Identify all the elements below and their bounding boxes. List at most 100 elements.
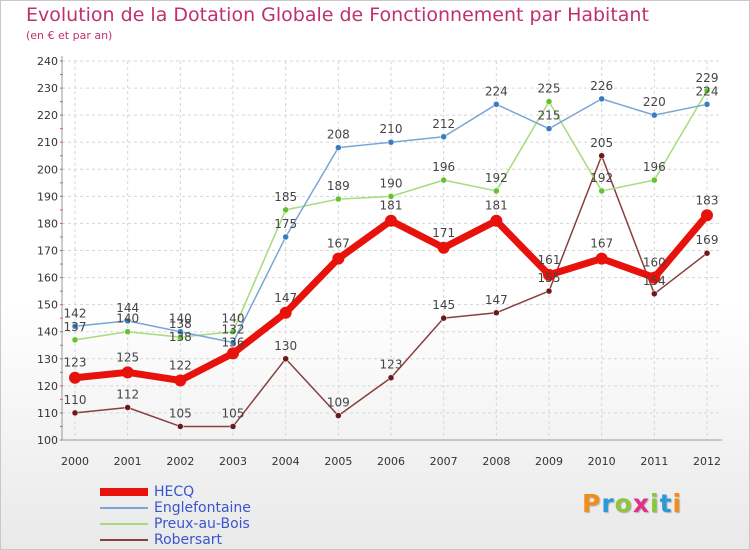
y-tick-label: 210 [37,136,58,149]
data-point-preux-au-bois [71,336,79,344]
data-point-hecq [121,366,134,379]
data-point-hecq [332,252,345,265]
data-point-preux-au-bois [229,328,237,335]
data-label: 123 [64,356,87,370]
logo-letter: t [659,489,673,518]
data-point-hecq [701,209,713,222]
logo-letter: i [672,489,683,518]
data-point-hecq [490,214,503,227]
y-tick-label: 140 [37,326,58,339]
data-point-preux-au-bois [703,87,711,95]
data-point-robersart [598,152,605,159]
data-point-robersart [335,412,342,419]
data-label: 154 [643,274,666,288]
data-label: 196 [432,160,455,174]
data-label: 125 [116,350,139,364]
data-label: 144 [116,301,139,315]
data-point-englefontaine [703,101,711,108]
x-tick-label: 2004 [272,455,300,468]
x-tick-label: 2012 [693,455,721,468]
data-label: 142 [64,306,87,320]
legend-label-englefontaine: Englefontaine [154,500,251,516]
x-tick-label: 2000 [61,455,89,468]
data-point-robersart [124,404,131,411]
data-label: 181 [380,199,403,213]
data-point-preux-au-bois [598,187,605,195]
legend-label-hecq: HECQ [154,484,195,500]
legend-swatch-hecq [100,488,148,496]
y-tick-label: 100 [37,434,58,447]
data-point-hecq [437,241,450,254]
y-tick-label: 190 [37,190,58,203]
data-label: 189 [327,179,350,193]
data-label: 171 [432,226,455,240]
logo-letter: x [632,489,650,518]
data-label: 169 [696,233,719,247]
x-tick-label: 2007 [430,455,458,468]
data-label: 208 [327,128,350,142]
data-label: 140 [222,312,245,326]
data-point-englefontaine [598,95,605,103]
chart-subtitle: (en € et par an) [26,29,113,42]
x-tick-label: 2006 [377,455,405,468]
data-point-hecq [279,306,292,319]
data-label: 229 [696,71,719,85]
y-tick-label: 130 [37,353,58,366]
data-point-robersart [651,290,658,298]
data-label: 167 [327,237,350,251]
data-label: 160 [643,256,666,270]
data-label: 175 [274,217,297,231]
data-label: 147 [485,293,508,307]
data-label: 192 [485,171,508,185]
data-point-preux-au-bois [124,328,131,335]
data-label: 183 [696,193,719,207]
y-tick-label: 220 [37,109,58,122]
data-label: 105 [169,406,192,420]
chart-title: Evolution de la Dotation Globale de Fonc… [26,4,649,26]
logo-letter: r [601,489,615,518]
x-tick-label: 2008 [482,455,510,468]
data-label: 224 [485,84,508,98]
data-point-hecq [543,268,555,281]
data-point-englefontaine [440,133,447,141]
x-tick-label: 2003 [219,455,247,468]
data-point-hecq [69,371,81,384]
data-point-englefontaine [493,101,500,108]
data-point-preux-au-bois [493,187,500,195]
data-label: 122 [169,358,192,372]
data-point-englefontaine [71,323,79,330]
data-point-preux-au-bois [440,176,447,184]
data-point-englefontaine [651,111,658,119]
data-label: 140 [116,312,139,326]
data-point-hecq [385,214,397,227]
legend-label-preux-au-bois: Preux-au-Bois [154,516,250,532]
data-point-robersart [493,309,500,317]
data-label: 155 [538,271,561,285]
data-label: 110 [64,393,87,407]
data-label: 185 [274,190,297,204]
data-label: 109 [327,396,350,410]
y-tick-label: 160 [37,272,58,285]
y-tick-label: 200 [37,163,58,176]
data-label: 210 [380,122,403,136]
x-tick-label: 2005 [324,455,352,468]
y-tick-label: 180 [37,217,58,230]
data-point-englefontaine [124,317,131,325]
proxiti-logo: Proxiti [582,489,682,518]
data-point-preux-au-bois [387,193,395,200]
data-point-englefontaine [335,144,342,151]
data-point-robersart [177,423,184,430]
logo-letter: P [582,489,602,518]
data-point-hecq [648,271,661,284]
data-point-robersart [545,287,553,295]
x-tick-label: 2010 [588,455,616,468]
y-tick-label: 240 [37,55,58,68]
data-label: 140 [169,312,192,326]
data-label: 205 [590,136,613,150]
y-tick-label: 150 [37,299,58,312]
data-label: 123 [380,358,403,372]
data-point-hecq [227,347,239,360]
data-label: 224 [696,84,719,98]
